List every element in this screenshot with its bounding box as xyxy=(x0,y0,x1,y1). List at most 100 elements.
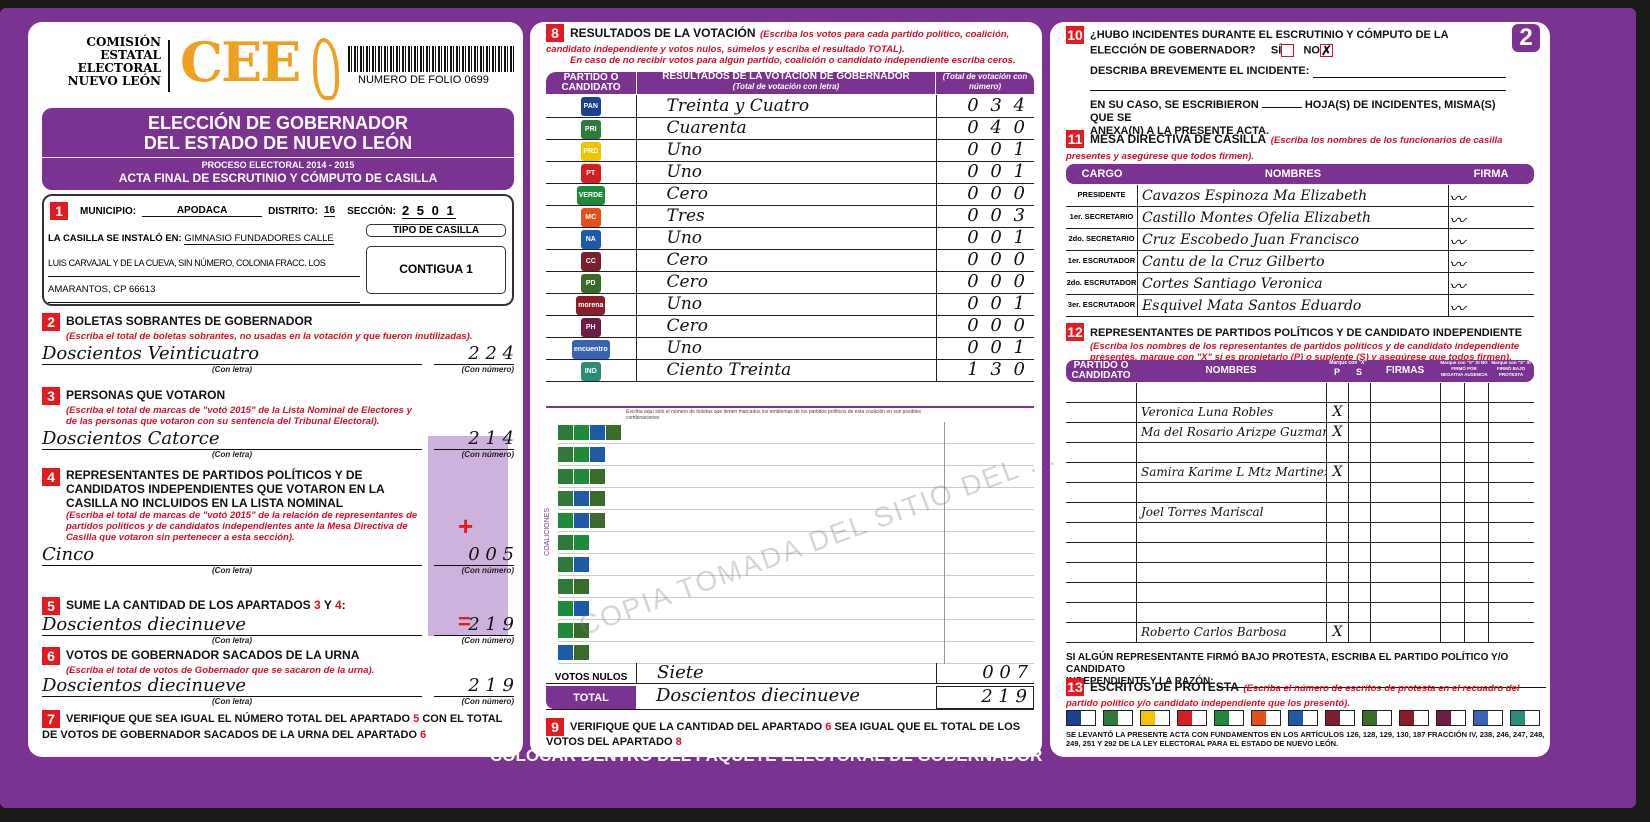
coalition-votes-field[interactable] xyxy=(944,531,1034,554)
seccion-field[interactable]: 2 5 0 1 xyxy=(401,203,456,219)
votes-letra[interactable]: Cuarenta xyxy=(636,117,936,140)
coalition-votes-field[interactable] xyxy=(944,487,1034,510)
nulos-letra[interactable]: Siete xyxy=(636,663,936,683)
votes-letra[interactable]: Ciento Treinta xyxy=(636,359,936,382)
votes-letra[interactable]: Uno xyxy=(636,293,936,316)
address-line-1[interactable]: GIMNASIO FUNDADORES CALLE xyxy=(184,233,334,245)
p-mark[interactable] xyxy=(1326,503,1348,522)
protesta-mark[interactable] xyxy=(1488,443,1534,462)
s-mark[interactable] xyxy=(1348,383,1370,402)
protesta-mark[interactable] xyxy=(1488,463,1534,482)
si-checkbox[interactable] xyxy=(1281,44,1295,57)
p-mark[interactable] xyxy=(1326,383,1348,402)
protest-box[interactable] xyxy=(1436,710,1466,726)
coalition-votes-field[interactable] xyxy=(944,575,1034,598)
votes-numero[interactable]: 0 3 4 xyxy=(935,95,1034,118)
votes-numero[interactable]: 0 0 1 xyxy=(935,161,1034,184)
rep-nombre[interactable] xyxy=(1136,583,1326,602)
signature[interactable]: 〰 xyxy=(1448,207,1534,230)
ausencia-mark[interactable] xyxy=(1464,423,1488,442)
nulos-numero[interactable]: 0 0 7 xyxy=(936,663,1034,683)
votes-letra[interactable]: Treinta y Cuatro xyxy=(636,95,936,118)
votes-numero[interactable]: 0 0 3 xyxy=(935,205,1034,228)
protest-box[interactable] xyxy=(1066,710,1096,726)
rep-firma[interactable] xyxy=(1370,523,1440,542)
no-checkbox-checked[interactable]: ✗ xyxy=(1319,43,1333,58)
ausencia-mark[interactable] xyxy=(1464,623,1488,642)
votes-numero[interactable]: 0 0 0 xyxy=(935,271,1034,294)
votes-numero[interactable]: 0 4 0 xyxy=(935,117,1034,140)
protest-box[interactable] xyxy=(1510,710,1540,726)
signature[interactable]: 〰 xyxy=(1448,295,1534,318)
rep-firma[interactable] xyxy=(1370,403,1440,422)
total-letra[interactable]: Doscientos diecinueve xyxy=(656,685,861,706)
rep-firma[interactable] xyxy=(1370,583,1440,602)
negativa-mark[interactable] xyxy=(1440,383,1464,402)
s2-letra[interactable]: Doscientos Veinticuatro xyxy=(42,343,422,365)
incident-field-2[interactable] xyxy=(1090,90,1506,92)
votes-numero[interactable]: 0 0 0 xyxy=(935,315,1034,338)
rep-firma[interactable] xyxy=(1370,503,1440,522)
municipio-field[interactable]: APODACA xyxy=(142,205,263,217)
protesta-mark[interactable] xyxy=(1488,423,1534,442)
address-line-2[interactable]: LUIS CARVAJAL Y DE LA CUEVA, SIN NÚMERO,… xyxy=(48,251,360,277)
protesta-mark[interactable] xyxy=(1488,383,1534,402)
votes-numero[interactable]: 0 0 1 xyxy=(935,139,1034,162)
p-mark[interactable]: X xyxy=(1326,403,1348,422)
negativa-mark[interactable] xyxy=(1440,523,1464,542)
s-mark[interactable] xyxy=(1348,623,1370,642)
s4-numero[interactable]: 0 0 5 xyxy=(434,545,514,566)
mesa-nombre[interactable]: Esquivel Mata Santos Eduardo xyxy=(1142,298,1362,314)
rep-nombre[interactable]: Roberto Carlos Barbosa xyxy=(1136,623,1326,642)
mesa-nombre[interactable]: Cortes Santiago Veronica xyxy=(1142,276,1323,292)
negativa-mark[interactable] xyxy=(1440,503,1464,522)
hojas-field[interactable] xyxy=(1261,107,1302,109)
rep-nombre[interactable]: Joel Torres Mariscal xyxy=(1136,503,1326,522)
p-mark[interactable]: X xyxy=(1326,623,1348,642)
protesta-mark[interactable] xyxy=(1488,483,1534,502)
protesta-mark[interactable] xyxy=(1488,543,1534,562)
votes-numero[interactable]: 1 3 0 xyxy=(935,359,1034,382)
protesta-mark[interactable] xyxy=(1488,563,1534,582)
s3-letra[interactable]: Doscientos Catorce xyxy=(42,428,422,450)
coalition-votes-field[interactable] xyxy=(944,641,1034,664)
coalition-votes-field[interactable] xyxy=(944,465,1034,488)
ausencia-mark[interactable] xyxy=(1464,543,1488,562)
mesa-nombre[interactable]: Cavazos Espinoza Ma Elizabeth xyxy=(1142,188,1368,204)
s-mark[interactable] xyxy=(1348,603,1370,622)
negativa-mark[interactable] xyxy=(1440,463,1464,482)
signature[interactable]: 〰 xyxy=(1448,185,1534,208)
votes-letra[interactable]: Uno xyxy=(636,161,936,184)
protest-box[interactable] xyxy=(1288,710,1318,726)
ausencia-mark[interactable] xyxy=(1464,483,1488,502)
coalition-votes-field[interactable] xyxy=(944,553,1034,576)
protesta-mark[interactable] xyxy=(1488,503,1534,522)
rep-firma[interactable] xyxy=(1370,543,1440,562)
s-mark[interactable] xyxy=(1348,543,1370,562)
rep-nombre[interactable]: Samira Karime L Mtz Martinez xyxy=(1136,463,1326,482)
s-mark[interactable] xyxy=(1348,463,1370,482)
s6-numero[interactable]: 2 1 9 xyxy=(434,675,514,697)
rep-nombre[interactable] xyxy=(1136,483,1326,502)
rep-nombre[interactable] xyxy=(1136,563,1326,582)
votes-letra[interactable]: Cero xyxy=(636,315,936,338)
protest-box[interactable] xyxy=(1325,710,1355,726)
ausencia-mark[interactable] xyxy=(1464,523,1488,542)
s-mark[interactable] xyxy=(1348,443,1370,462)
s3-numero[interactable]: 2 1 4 xyxy=(434,428,514,450)
p-mark[interactable] xyxy=(1326,563,1348,582)
distrito-field[interactable]: 16 xyxy=(323,205,336,217)
s6-letra[interactable]: Doscientos diecinueve xyxy=(42,675,422,697)
votes-numero[interactable]: 0 0 0 xyxy=(935,249,1034,272)
coalition-votes-field[interactable] xyxy=(944,421,1034,444)
p-mark[interactable] xyxy=(1326,523,1348,542)
s-mark[interactable] xyxy=(1348,523,1370,542)
rep-nombre[interactable] xyxy=(1136,603,1326,622)
rep-firma[interactable] xyxy=(1370,423,1440,442)
protesta-mark[interactable] xyxy=(1488,523,1534,542)
s-mark[interactable] xyxy=(1348,423,1370,442)
rep-nombre[interactable]: Veronica Luna Robles xyxy=(1136,403,1326,422)
p-mark[interactable] xyxy=(1326,583,1348,602)
ausencia-mark[interactable] xyxy=(1464,563,1488,582)
rep-firma[interactable] xyxy=(1370,563,1440,582)
